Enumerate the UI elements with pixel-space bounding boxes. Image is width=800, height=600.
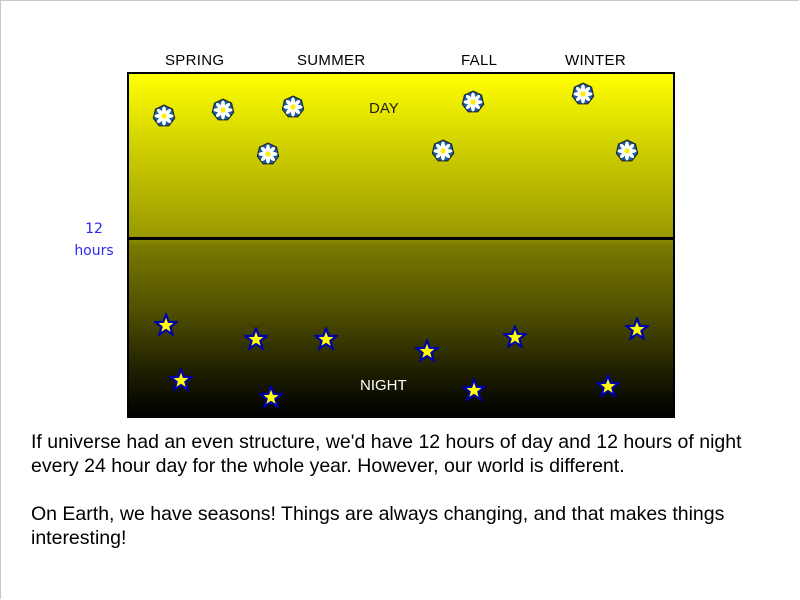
twelve-hours-label: 12 hours xyxy=(62,218,126,262)
season-winter: WINTER xyxy=(565,52,626,69)
flower-icon xyxy=(211,98,235,127)
flower-icon xyxy=(431,139,455,168)
paragraph-seasons: On Earth, we have seasons! Things are al… xyxy=(31,503,725,549)
star-icon xyxy=(413,337,441,368)
twelve-hour-line xyxy=(129,237,673,240)
flower-icon xyxy=(281,95,305,124)
star-icon xyxy=(167,366,195,397)
body-text: If universe had an even structure, we'd … xyxy=(31,430,771,574)
day-night-panel: DAY NIGHT xyxy=(127,72,675,418)
star-icon xyxy=(501,323,529,354)
season-summer: SUMMER xyxy=(297,52,366,69)
flower-icon xyxy=(461,90,485,119)
day-label: DAY xyxy=(369,100,399,117)
hours-number: 12 xyxy=(85,221,103,237)
season-fall: FALL xyxy=(461,52,498,69)
flower-icon xyxy=(256,142,280,171)
flower-icon xyxy=(615,139,639,168)
star-icon xyxy=(242,325,270,356)
paragraph-even-structure: If universe had an even structure, we'd … xyxy=(31,431,742,477)
flower-icon xyxy=(152,104,176,133)
star-icon xyxy=(594,372,622,403)
hours-unit: hours xyxy=(74,243,114,259)
night-label: NIGHT xyxy=(360,377,407,394)
star-icon xyxy=(623,315,651,346)
flower-icon xyxy=(571,82,595,111)
star-icon xyxy=(312,325,340,356)
star-icon xyxy=(460,376,488,407)
star-icon xyxy=(152,311,180,342)
star-icon xyxy=(257,383,285,414)
season-spring: SPRING xyxy=(165,52,225,69)
